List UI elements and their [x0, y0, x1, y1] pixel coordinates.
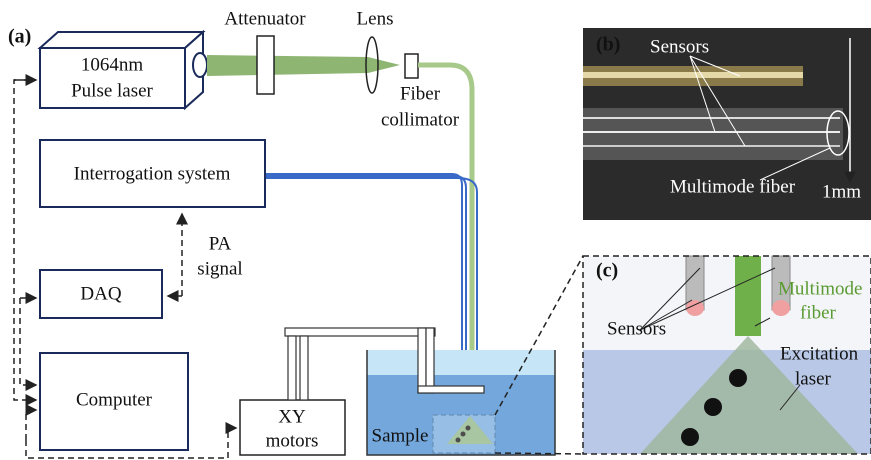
xy-label: motors: [266, 430, 319, 451]
fiber-label: Multimode: [778, 278, 862, 299]
collimator: [405, 54, 418, 78]
pa-label: signal: [197, 258, 242, 279]
panel-label: (b): [596, 34, 620, 56]
laser-label: 1064nm: [81, 54, 144, 75]
sensors-label: Sensors: [650, 36, 709, 57]
laser-label: Pulse laser: [71, 80, 153, 101]
fiber-label: Multimode fiber: [670, 176, 796, 197]
excitation-label: laser: [795, 368, 832, 389]
sensors-label: Sensors: [607, 318, 666, 339]
sample-label: Sample: [372, 425, 429, 446]
xy-label: XY: [278, 406, 306, 427]
panel-label: (a): [8, 26, 31, 48]
excitation-label: Excitation: [780, 343, 859, 364]
collimator-label: collimator: [381, 109, 460, 130]
collimator-label: Fiber: [400, 83, 441, 104]
daq-label: DAQ: [80, 283, 121, 304]
laser-beam: [207, 55, 400, 76]
panel-label: (c): [596, 260, 618, 282]
water-surface: [367, 350, 555, 375]
zoom-line: [495, 453, 583, 454]
lens-label: Lens: [357, 8, 394, 29]
scale-label: 1mm: [822, 181, 861, 202]
diagram: (a) 1064nm Pulse laser Attenuator Lens F…: [0, 0, 871, 460]
pa-label: PA: [209, 233, 232, 254]
zoom-box: [433, 415, 495, 453]
interrogation-label: Interrogation system: [74, 163, 231, 184]
fiber-label: fiber: [800, 302, 837, 323]
computer-label: Computer: [76, 389, 153, 410]
attenuator-label: Attenuator: [224, 8, 306, 29]
attenuator: [257, 36, 274, 94]
